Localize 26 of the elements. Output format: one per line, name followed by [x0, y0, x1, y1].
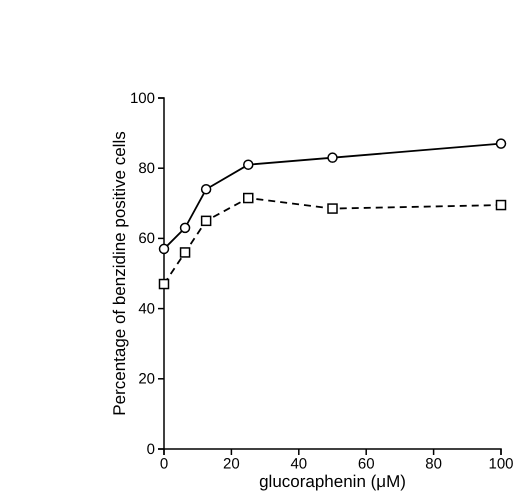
y-tick-label: 100 — [130, 90, 155, 107]
x-tick-label: 40 — [290, 456, 308, 473]
point — [158, 244, 170, 254]
point — [180, 247, 190, 258]
point — [496, 200, 506, 210]
x-tick-label: 60 — [358, 456, 375, 473]
y-tick-label: 20 — [138, 370, 155, 388]
x-tick-label: 80 — [425, 456, 442, 473]
point — [496, 138, 506, 149]
x-axis-title: glucoraphenin (μM) — [259, 472, 406, 491]
point — [327, 203, 338, 214]
x-tick-label: 100 — [488, 456, 514, 473]
x-tick-label: 20 — [223, 456, 240, 473]
point — [243, 192, 254, 204]
y-axis-title: Percentage of benzidine positive cells — [110, 131, 129, 416]
x-tick-label: 0 — [160, 456, 168, 473]
y-tick-label: 0 — [146, 440, 155, 458]
point — [327, 152, 338, 163]
point — [180, 222, 190, 234]
point — [200, 216, 212, 226]
y-tick-label: 80 — [138, 160, 155, 177]
y-tick-label: 40 — [138, 300, 155, 318]
point — [200, 184, 212, 195]
point — [158, 278, 170, 290]
point — [243, 159, 254, 170]
y-tick-label: 60 — [138, 230, 155, 248]
